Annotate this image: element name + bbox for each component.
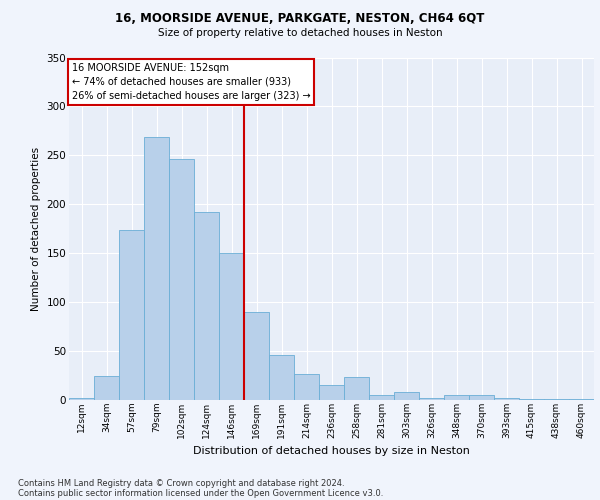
Bar	[269, 355, 294, 400]
Bar	[494, 398, 519, 400]
Bar	[394, 392, 419, 400]
Bar	[319, 386, 344, 400]
Bar	[569, 399, 594, 400]
Text: Size of property relative to detached houses in Neston: Size of property relative to detached ho…	[158, 28, 442, 38]
Bar	[369, 395, 394, 400]
Bar	[194, 212, 219, 400]
Text: 16 MOORSIDE AVENUE: 152sqm
← 74% of detached houses are smaller (933)
26% of sem: 16 MOORSIDE AVENUE: 152sqm ← 74% of deta…	[71, 62, 310, 100]
Y-axis label: Number of detached properties: Number of detached properties	[31, 146, 41, 311]
Bar	[519, 399, 544, 400]
Text: Contains HM Land Registry data © Crown copyright and database right 2024.: Contains HM Land Registry data © Crown c…	[18, 478, 344, 488]
Bar	[94, 376, 119, 400]
Text: 16, MOORSIDE AVENUE, PARKGATE, NESTON, CH64 6QT: 16, MOORSIDE AVENUE, PARKGATE, NESTON, C…	[115, 12, 485, 26]
Bar	[244, 312, 269, 400]
Bar	[444, 395, 469, 400]
Bar	[344, 378, 369, 400]
Bar	[219, 253, 244, 400]
Text: Contains public sector information licensed under the Open Government Licence v3: Contains public sector information licen…	[18, 488, 383, 498]
Bar	[544, 399, 569, 400]
Bar	[69, 398, 94, 400]
X-axis label: Distribution of detached houses by size in Neston: Distribution of detached houses by size …	[193, 446, 470, 456]
Bar	[419, 398, 444, 400]
Bar	[469, 395, 494, 400]
Bar	[144, 137, 169, 400]
Bar	[169, 160, 194, 400]
Bar	[119, 230, 144, 400]
Bar	[294, 374, 319, 400]
